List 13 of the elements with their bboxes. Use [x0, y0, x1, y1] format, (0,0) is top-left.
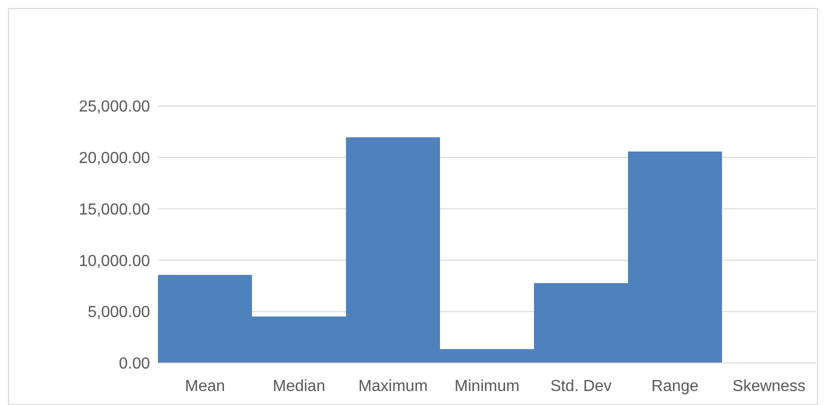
- x-tick-label: Maximum: [358, 378, 428, 395]
- x-tick-label: Skewness: [732, 378, 806, 395]
- y-tick-label: 20,000.00: [78, 150, 150, 167]
- x-tick-label: Median: [272, 378, 326, 395]
- x-tick-label: Range: [651, 378, 699, 395]
- y-tick-label: 25,000.00: [78, 98, 150, 116]
- y-tick-label: 5,000.00: [88, 304, 150, 322]
- x-tick-label: Std. Dev: [550, 378, 612, 395]
- x-tick-label: Minimum: [454, 378, 520, 395]
- y-tick-label: 0.00: [118, 356, 150, 373]
- y-tick-label: 15,000.00: [78, 201, 150, 218]
- x-tick-label: Mean: [184, 378, 226, 395]
- y-tick-label: 10,000.00: [78, 252, 150, 270]
